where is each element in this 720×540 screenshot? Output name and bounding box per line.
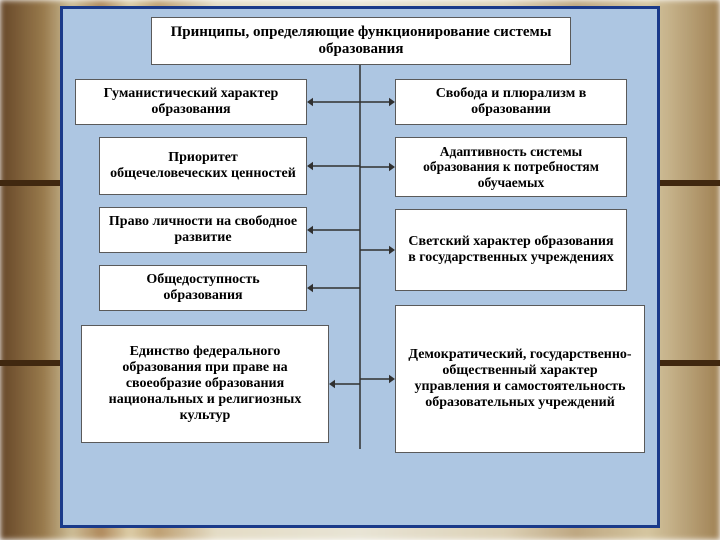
right-box-1: Адаптивность системы образования к потре… (395, 137, 627, 197)
right-box-3: Демократический, государственно-обществе… (395, 305, 645, 453)
left-box-3: Общедоступность образования (99, 265, 307, 311)
right-box-0: Свобода и плюрализм в образовании (395, 79, 627, 125)
left-box-1: Приоритет общечеловеческих ценностей (99, 137, 307, 195)
right-box-2: Светский характер образования в государс… (395, 209, 627, 291)
left-box-0: Гуманистический характер образования (75, 79, 307, 125)
left-box-2: Право личности на свободное развитие (99, 207, 307, 253)
diagram-panel: Принципы, определяющие функционирование … (60, 6, 660, 528)
title-box: Принципы, определяющие функционирование … (151, 17, 571, 65)
left-box-4: Единство федерального образования при пр… (81, 325, 329, 443)
